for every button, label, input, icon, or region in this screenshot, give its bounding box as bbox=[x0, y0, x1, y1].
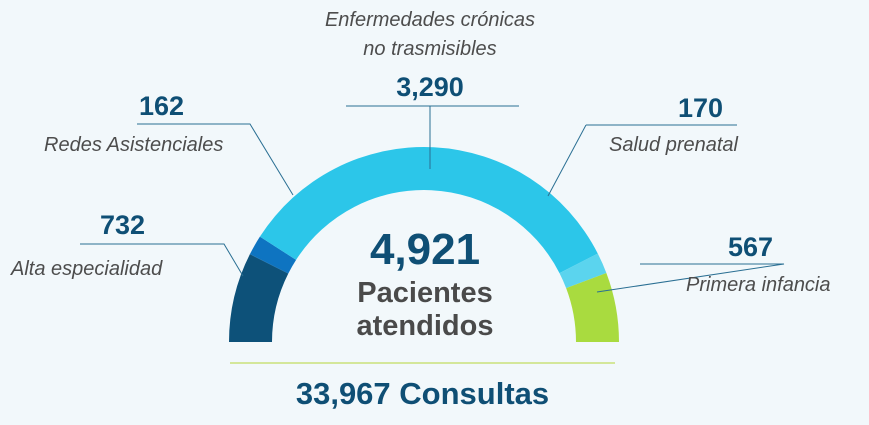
cronicas-label-line2: no trasmisibles bbox=[363, 38, 497, 60]
prenatal-label: Salud prenatal bbox=[609, 134, 738, 156]
leader-line-alta bbox=[80, 243, 244, 277]
gauge-slice-0 bbox=[229, 254, 289, 342]
infancia-label: Primera infancia bbox=[686, 274, 831, 296]
cronicas-value: 3,290 bbox=[396, 72, 464, 102]
gauge-slice-3 bbox=[559, 253, 607, 289]
infancia-value: 567 bbox=[728, 232, 774, 262]
leader-line-infancia bbox=[596, 263, 785, 293]
total-patients-value: 4,921 bbox=[369, 225, 481, 274]
gauge-slice-2 bbox=[259, 147, 598, 274]
alta-value: 732 bbox=[99, 210, 145, 240]
prenatal-value: 170 bbox=[678, 93, 724, 123]
leader-line-redes bbox=[137, 123, 294, 196]
consultas-total: 33,967 Consultas bbox=[295, 376, 550, 411]
cronicas-label-line1: Enfermedades crónicas bbox=[324, 9, 536, 31]
footer-divider bbox=[230, 362, 615, 364]
alta-label: Alta especialidad bbox=[11, 258, 163, 280]
total-label-line1: Pacientes bbox=[357, 277, 493, 309]
redes-label: Redes Asistenciales bbox=[44, 134, 224, 156]
leader-line-prenatal-stem bbox=[547, 124, 587, 197]
total-patients-label: Pacientes atendidos bbox=[313, 277, 537, 344]
total-label-line2: atendidos bbox=[356, 310, 494, 343]
redes-value: 162 bbox=[138, 91, 184, 121]
gauge-slice-1 bbox=[249, 236, 297, 274]
leader-lines bbox=[80, 105, 785, 293]
